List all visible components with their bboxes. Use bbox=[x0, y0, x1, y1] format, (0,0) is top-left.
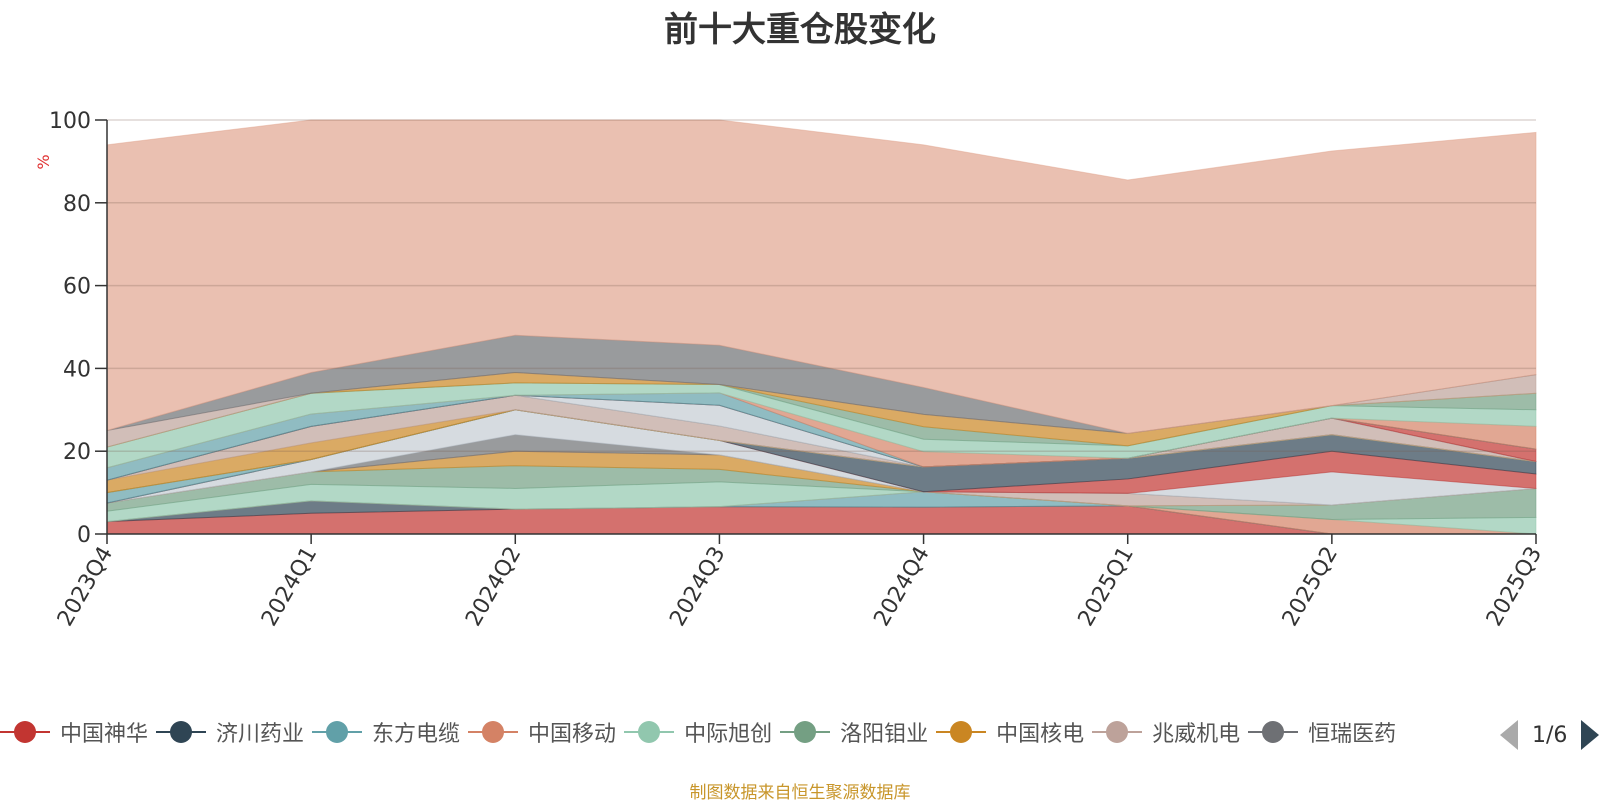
stacked-area-chart: 0 20 40 60 80 100 2023Q4 2024Q1 2024Q2 2024Q3 2024… bbox=[34, 109, 1547, 631]
legend-item[interactable]: 中国神华 bbox=[0, 712, 148, 752]
legend-pager: 1/6 bbox=[1500, 718, 1600, 752]
legend-marker-icon bbox=[780, 717, 831, 747]
x-tick-label: 2025Q3 bbox=[1482, 543, 1547, 631]
x-tick-label: 2025Q2 bbox=[1278, 543, 1343, 631]
legend-label: 中国移动 bbox=[528, 722, 617, 747]
legend-page-indicator: 1/6 bbox=[1532, 722, 1568, 748]
legend-item[interactable]: 济川药业 bbox=[156, 712, 304, 752]
legend-label: 中国核电 bbox=[996, 722, 1085, 747]
legend-label: 洛阳钼业 bbox=[840, 722, 929, 747]
x-tick-label: 2024Q4 bbox=[869, 543, 934, 631]
y-tick-label: 40 bbox=[63, 357, 91, 382]
legend-label: 恒瑞医药 bbox=[1308, 722, 1397, 747]
legend-item[interactable]: 恒瑞医药 bbox=[1248, 712, 1396, 752]
y-tick-label: 100 bbox=[49, 109, 91, 134]
legend-item[interactable]: 中国移动 bbox=[468, 712, 616, 752]
x-tick-label: 2024Q2 bbox=[461, 543, 526, 631]
legend-next-page-icon[interactable] bbox=[1581, 720, 1600, 750]
x-tick-label: 2025Q1 bbox=[1074, 543, 1139, 631]
legend-marker-icon bbox=[156, 717, 207, 747]
legend: 中国神华 济川药业 东方电缆 中国移动 中际旭创 洛阳钼业 中国核电 兆威机电 恒瑞医药 bbox=[0, 712, 1482, 752]
legend-item[interactable]: 东方电缆 bbox=[312, 712, 460, 752]
legend-item[interactable]: 中国核电 bbox=[936, 712, 1084, 752]
chart-title: 前十大重仓股变化 bbox=[664, 10, 936, 50]
source-note: 制图数据来自恒生聚源数据库 bbox=[689, 783, 911, 803]
legend-item[interactable]: 兆威机电 bbox=[1092, 712, 1240, 752]
legend-label: 济川药业 bbox=[216, 722, 305, 747]
legend-item[interactable]: 中际旭创 bbox=[624, 712, 772, 752]
x-tick-label: 2024Q3 bbox=[665, 543, 730, 631]
legend-label: 兆威机电 bbox=[1152, 722, 1241, 747]
y-tick-label: 20 bbox=[63, 440, 91, 465]
y-tick-label: 80 bbox=[63, 192, 91, 217]
legend-label: 东方电缆 bbox=[372, 722, 461, 747]
legend-marker-icon bbox=[0, 717, 50, 747]
legend-marker-icon bbox=[1248, 717, 1299, 747]
legend-marker-icon bbox=[624, 717, 675, 747]
legend-marker-icon bbox=[936, 717, 987, 747]
y-tick-label: 0 bbox=[77, 523, 91, 548]
legend-label: 中际旭创 bbox=[684, 722, 773, 747]
y-axis-unit-label: % bbox=[34, 154, 53, 169]
y-tick-label: 60 bbox=[63, 275, 91, 300]
area-layer bbox=[106, 119, 1537, 535]
legend-marker-icon bbox=[468, 717, 519, 747]
legend-item[interactable]: 洛阳钼业 bbox=[780, 712, 928, 752]
x-tick-label: 2024Q1 bbox=[257, 543, 322, 631]
legend-label: 中国神华 bbox=[60, 722, 149, 747]
area-series-30 bbox=[106, 119, 1537, 434]
legend-marker-icon bbox=[1092, 717, 1143, 747]
legend-prev-page-icon[interactable] bbox=[1500, 720, 1518, 750]
legend-marker-icon bbox=[312, 717, 363, 747]
x-tick-label: 2023Q4 bbox=[53, 543, 118, 631]
